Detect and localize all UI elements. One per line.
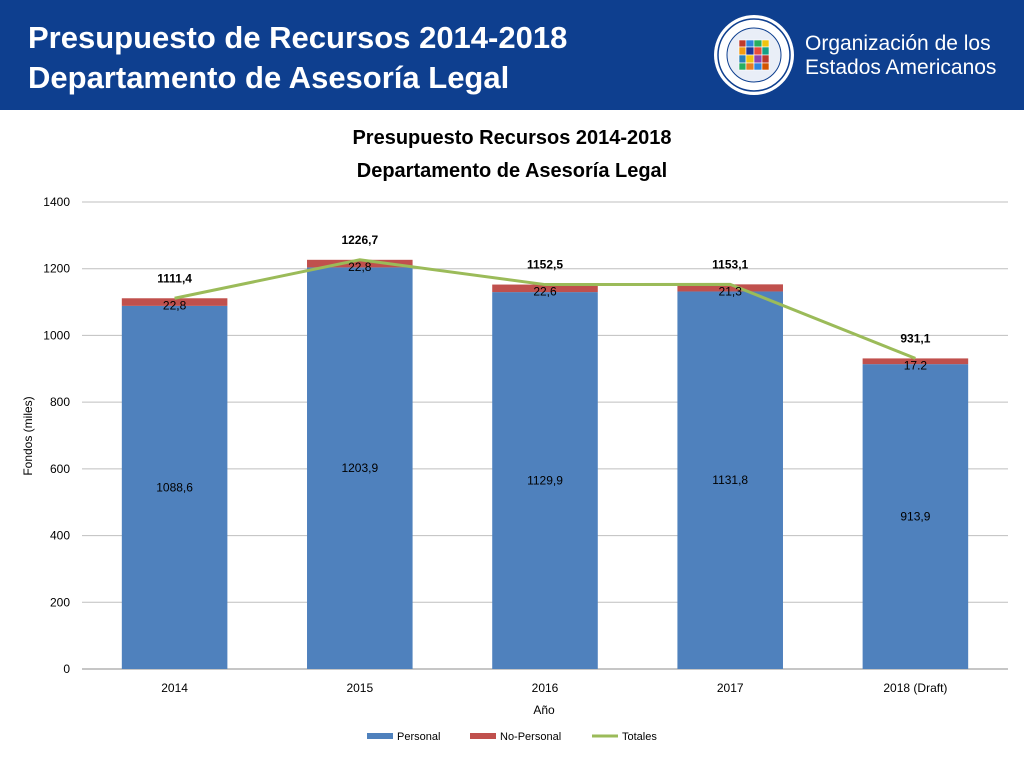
bar-personal	[677, 291, 783, 669]
header-banner: Presupuesto de Recursos 2014-2018 Depart…	[0, 0, 1024, 110]
legend-label: Personal	[397, 731, 440, 743]
totales-line-group	[174, 258, 916, 360]
bar-personal	[121, 305, 228, 669]
bar-no-personal	[862, 358, 969, 365]
page-title-line1: Presupuesto de Recursos 2014-2018	[28, 20, 568, 55]
no-personal-value-label: 22,8	[348, 260, 372, 274]
organization-name: Organización de los Estados Americanos	[805, 32, 996, 80]
x-tick-label: 2014	[161, 681, 188, 695]
bar-personal	[492, 292, 598, 669]
page-title: Presupuesto de Recursos 2014-2018 Depart…	[28, 18, 567, 98]
y-tick-label: 0	[63, 662, 70, 676]
budget-chart: Presupuesto Recursos 2014-2018 Departame…	[21, 127, 1008, 743]
total-value-label: 1152,5	[527, 258, 563, 272]
y-tick-label: 800	[50, 395, 70, 409]
total-value-label: 931,1	[900, 331, 930, 345]
x-axis-ticks: 2014 2015 2016 2017 2018 (Draft)	[161, 681, 947, 695]
total-value-label: 1226,7	[341, 233, 378, 247]
oas-seal-icon	[714, 15, 794, 95]
legend-label: Totales	[622, 731, 657, 743]
legend-label: No-Personal	[500, 731, 561, 743]
page-title-line2: Departamento de Asesoría Legal	[28, 60, 510, 95]
bar-no-personal	[677, 284, 783, 292]
y-tick-label: 600	[50, 462, 70, 476]
bar-no-personal	[307, 259, 413, 268]
organization-name-line2: Estados Americanos	[805, 56, 997, 79]
x-axis-label: Año	[533, 703, 555, 717]
x-tick-label: 2015	[346, 681, 373, 695]
bar-personal	[307, 267, 413, 669]
total-value-label: 1153,1	[712, 257, 748, 271]
total-value-label: 1111,4	[157, 271, 192, 285]
no-personal-value-label: 22,6	[533, 285, 557, 299]
chart-legend: Personal No-Personal Totales	[367, 731, 657, 743]
legend-swatch	[367, 733, 393, 739]
personal-value-label: 1129,9	[527, 474, 563, 488]
organization-logo: Organización de los Estados Americanos	[713, 14, 1013, 98]
totales-line	[174, 258, 916, 360]
x-tick-label: 2016	[532, 681, 559, 695]
y-tick-label: 1200	[43, 262, 70, 276]
y-tick-label: 200	[50, 595, 70, 609]
y-axis-label: Fondos (miles)	[21, 396, 35, 475]
personal-value-label: 1131,8	[712, 473, 748, 487]
x-tick-label: 2017	[717, 681, 744, 695]
y-tick-label: 1400	[43, 195, 70, 209]
y-axis-ticks: 0 200 400 600 800 1000 1200 1400	[43, 195, 70, 676]
personal-value-label: 1088,6	[156, 480, 193, 494]
organization-name-line1: Organización de los	[805, 32, 991, 55]
no-personal-value-label: 17.2	[904, 358, 928, 372]
bar-no-personal	[492, 284, 598, 293]
no-personal-value-label: 21,3	[719, 284, 743, 298]
chart-title-line2: Departamento de Asesoría Legal	[357, 160, 667, 182]
x-tick-label: 2018 (Draft)	[883, 681, 947, 695]
personal-value-label: 1203,9	[341, 461, 378, 475]
chart-title-line1: Presupuesto Recursos 2014-2018	[352, 127, 671, 149]
no-personal-value-label: 22,8	[163, 298, 187, 312]
chart-bars	[121, 259, 969, 669]
bar-no-personal	[121, 298, 228, 306]
y-tick-label: 400	[50, 529, 70, 543]
legend-swatch	[470, 733, 496, 739]
y-tick-label: 1000	[43, 328, 70, 342]
chart-data-labels: 1088,6 22,8 1111,4 1203,9 22,8 1226,7 1129,9 22…	[156, 233, 930, 524]
bar-personal	[862, 364, 969, 669]
personal-value-label: 913,9	[900, 510, 930, 524]
